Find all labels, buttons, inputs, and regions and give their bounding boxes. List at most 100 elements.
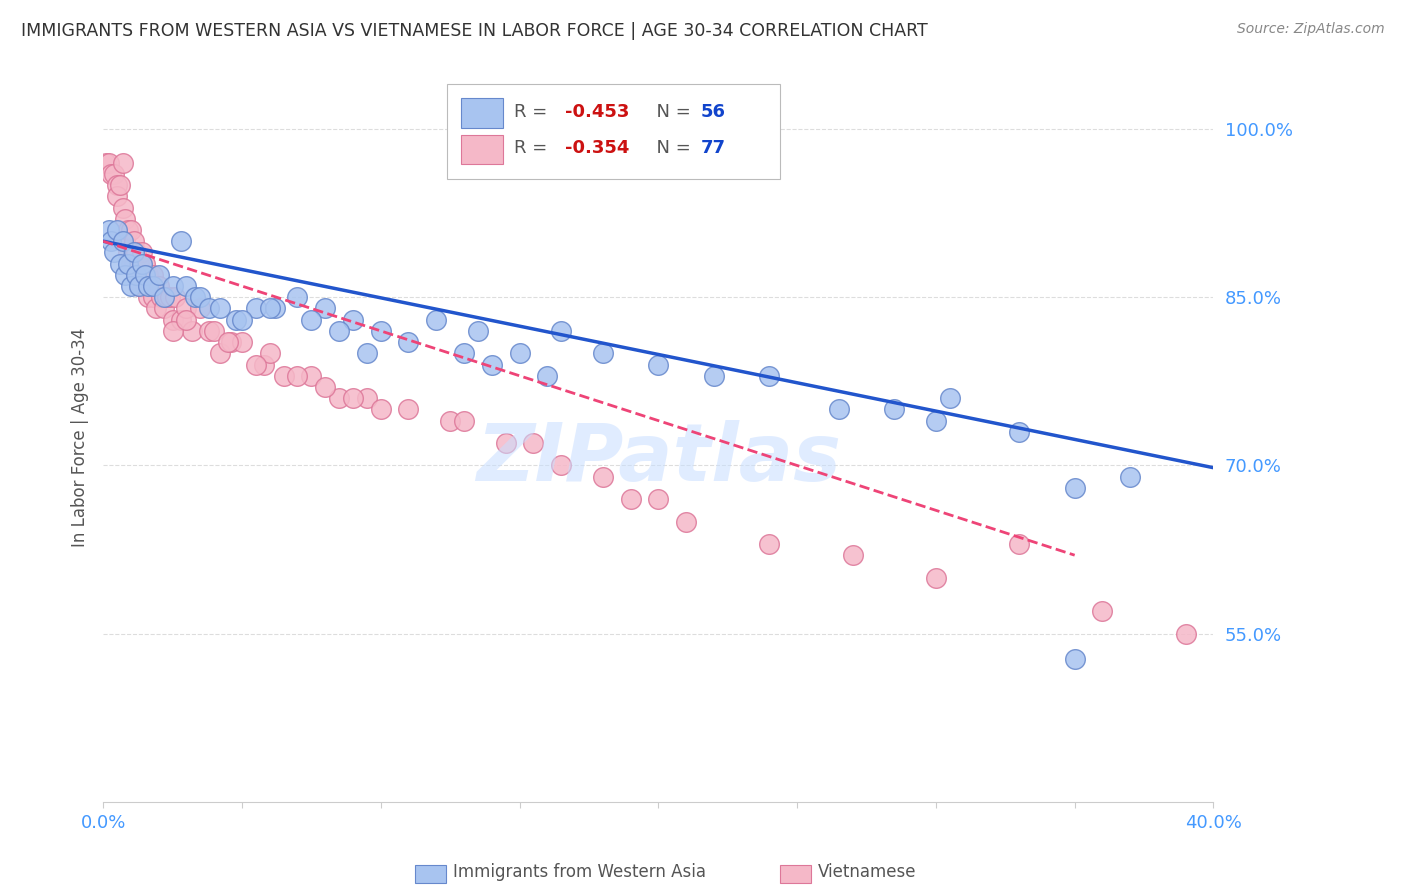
Point <box>134 268 156 282</box>
Text: -0.453: -0.453 <box>565 103 630 120</box>
Point <box>105 178 128 193</box>
Text: -0.354: -0.354 <box>565 139 630 157</box>
Point <box>225 312 247 326</box>
Point <box>122 245 145 260</box>
Point <box>217 335 239 350</box>
Point <box>259 346 281 360</box>
Point <box>758 368 780 383</box>
Point <box>647 492 669 507</box>
Point <box>105 189 128 203</box>
Point <box>162 312 184 326</box>
Point <box>828 402 851 417</box>
Point <box>114 234 136 248</box>
Point <box>162 279 184 293</box>
Point <box>550 458 572 473</box>
Point <box>453 414 475 428</box>
Point <box>136 290 159 304</box>
Point <box>153 290 176 304</box>
Point <box>150 290 173 304</box>
Point <box>508 346 530 360</box>
Point <box>356 346 378 360</box>
Text: R =: R = <box>515 103 553 120</box>
Point <box>120 223 142 237</box>
Point <box>202 324 225 338</box>
Point <box>136 268 159 282</box>
Point <box>356 391 378 405</box>
Point <box>97 223 120 237</box>
Point <box>128 279 150 293</box>
Point <box>703 368 725 383</box>
Point <box>111 234 134 248</box>
Point <box>253 358 276 372</box>
Point <box>131 245 153 260</box>
Text: 56: 56 <box>700 103 725 120</box>
Point <box>370 324 392 338</box>
Point <box>1091 604 1114 618</box>
Point <box>176 301 198 316</box>
Point <box>159 290 181 304</box>
Point <box>925 414 948 428</box>
Point <box>111 155 134 169</box>
Point <box>536 368 558 383</box>
Point <box>128 257 150 271</box>
Point <box>287 368 309 383</box>
Point <box>495 436 517 450</box>
Point <box>176 312 198 326</box>
Point <box>131 257 153 271</box>
Point <box>139 279 162 293</box>
Point <box>117 245 139 260</box>
Point <box>939 391 962 405</box>
Point <box>619 492 641 507</box>
Point <box>188 301 211 316</box>
Point <box>264 301 287 316</box>
Text: Immigrants from Western Asia: Immigrants from Western Asia <box>453 863 706 881</box>
Text: ZIPatlas: ZIPatlas <box>475 420 841 499</box>
Point <box>314 380 336 394</box>
Point <box>245 358 267 372</box>
Point <box>467 324 489 338</box>
Point <box>314 301 336 316</box>
Point <box>128 279 150 293</box>
Point <box>125 268 148 282</box>
Point <box>122 257 145 271</box>
Point <box>142 268 165 282</box>
Point <box>370 402 392 417</box>
Point <box>170 234 193 248</box>
Point <box>103 167 125 181</box>
Point <box>592 346 614 360</box>
Point <box>97 155 120 169</box>
Point <box>114 211 136 226</box>
FancyBboxPatch shape <box>461 98 503 128</box>
Text: R =: R = <box>515 139 553 157</box>
Point <box>134 257 156 271</box>
Point <box>219 335 242 350</box>
Point <box>231 312 253 326</box>
Point <box>148 268 170 282</box>
Point <box>647 358 669 372</box>
Point <box>1063 481 1085 495</box>
Point <box>170 312 193 326</box>
Point <box>299 312 322 326</box>
Point <box>328 391 350 405</box>
Point <box>176 279 198 293</box>
Point <box>342 391 364 405</box>
Point <box>245 301 267 316</box>
Point <box>156 290 179 304</box>
Point <box>273 368 295 383</box>
Point <box>122 234 145 248</box>
Point <box>342 312 364 326</box>
Point <box>125 245 148 260</box>
Text: Vietnamese: Vietnamese <box>818 863 917 881</box>
Point <box>114 268 136 282</box>
Point <box>550 324 572 338</box>
Point <box>1119 469 1142 483</box>
Point <box>105 223 128 237</box>
Point <box>259 301 281 316</box>
Point <box>100 167 122 181</box>
Point <box>117 257 139 271</box>
Text: N =: N = <box>645 139 696 157</box>
Point <box>231 335 253 350</box>
Point <box>675 515 697 529</box>
Point <box>131 268 153 282</box>
Point <box>197 324 219 338</box>
